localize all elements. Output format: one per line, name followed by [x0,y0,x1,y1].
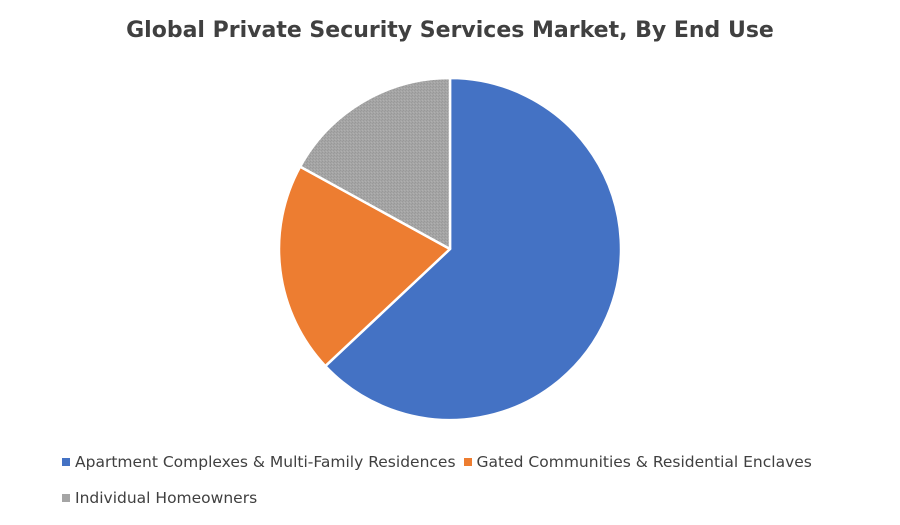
chart-title: Global Private Security Services Market,… [126,18,774,43]
legend-item-gated-communities: Gated Communities & Residential Enclaves [463,453,812,471]
legend-row-2: Individual Homeowners [62,486,882,510]
legend-swatch-grey [62,494,70,502]
chart-legend: Apartment Complexes & Multi-Family Resid… [62,450,882,522]
legend-label: Gated Communities & Residential Enclaves [476,453,812,471]
legend-swatch-orange [463,458,472,466]
legend-row-1: Apartment Complexes & Multi-Family Resid… [62,450,882,474]
pie-slice-individual-homeowners [298,76,452,251]
legend-label: Individual Homeowners [75,489,258,507]
legend-swatch-blue [62,458,70,466]
pie-chart [277,76,623,422]
pie-slice-apartment-complexes [324,76,623,422]
legend-label: Apartment Complexes & Multi-Family Resid… [75,453,456,471]
legend-item-apartment-complexes: Apartment Complexes & Multi-Family Resid… [62,453,456,471]
legend-item-individual-homeowners: Individual Homeowners [62,489,257,507]
pie-slice-gated-communities [277,165,452,368]
